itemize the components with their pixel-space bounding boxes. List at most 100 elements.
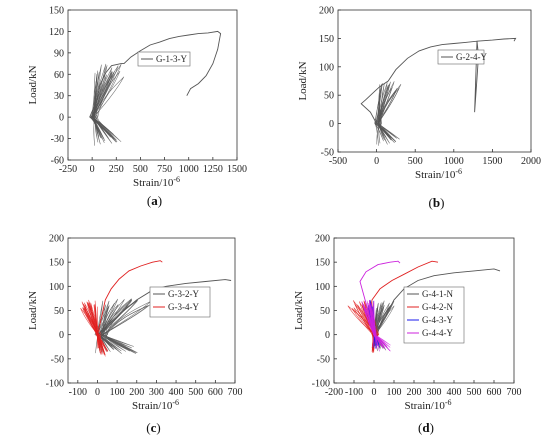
x-tick-label: 200 [129, 387, 144, 398]
hysteresis-loop [93, 72, 96, 146]
x-tick-label: 500 [188, 387, 203, 398]
x-tick-label: 700 [228, 387, 243, 398]
legend-label: G-4-2-N [422, 302, 453, 312]
x-tick-label: 2000 [521, 156, 541, 167]
panel-label: (a) [147, 193, 162, 208]
envelope-line [360, 37, 517, 124]
x-tick-label: 500 [133, 164, 148, 175]
y-tick-label: -50 [317, 354, 330, 365]
legend-label: G-4-1-N [422, 289, 453, 299]
y-tick-label: 100 [315, 282, 330, 293]
x-tick-label: 200 [407, 387, 422, 398]
envelope-line [359, 260, 401, 335]
x-tick-label: 300 [149, 387, 164, 398]
y-tick-label: 120 [49, 27, 64, 38]
y-tick-label: -100 [46, 379, 64, 390]
x-tick-label: 600 [208, 387, 223, 398]
legend-label: G-2-4-Y [456, 52, 487, 62]
x-tick-label: 300 [427, 387, 442, 398]
series-G-3-4-Y [80, 260, 163, 357]
y-tick-label: 150 [315, 258, 330, 269]
hysteresis-loop [376, 84, 402, 140]
legend-box [137, 51, 191, 67]
x-tick-label: 500 [408, 156, 423, 167]
y-tick-label: -60 [51, 156, 64, 167]
y-tick-label: 50 [54, 306, 64, 317]
y-tick-label: 100 [49, 282, 64, 293]
x-tick-label: 0 [372, 387, 377, 398]
x-axis-label: Strain/10-6 [404, 398, 451, 412]
x-tick-label: 600 [487, 387, 502, 398]
x-tick-label: 1000 [444, 156, 464, 167]
panel-label: (d) [418, 420, 434, 435]
legend-box [149, 286, 211, 318]
envelope-line [373, 268, 501, 335]
hysteresis-loop [89, 65, 119, 143]
y-tick-label: 150 [49, 6, 64, 17]
x-tick-label: 1250 [203, 164, 223, 175]
series-G-1-3-Y [89, 30, 222, 146]
y-tick-label: 30 [54, 91, 64, 102]
y-tick-label: 150 [49, 258, 64, 269]
y-tick-label: 150 [319, 34, 334, 45]
envelope-line [91, 30, 222, 118]
chart-panel-c: -100 0 100 200 300 400 500 600 700 -100 -50 0 50 100 1… [27, 234, 243, 436]
legend-label: G-3-2-Y [168, 289, 199, 299]
y-axis-label: Load/kN [27, 65, 39, 104]
legend-box [437, 49, 485, 65]
x-tick-label: 700 [507, 387, 522, 398]
y-tick-label: 0 [59, 330, 64, 341]
legend-label: G-4-4-Y [422, 328, 453, 338]
hysteresis-loop [91, 70, 121, 143]
hysteresis-loop [351, 308, 374, 349]
x-tick-label: 100 [387, 387, 402, 398]
y-tick-label: -30 [51, 134, 64, 145]
x-tick-label: 0 [90, 164, 95, 175]
x-axis-label: Strain/10-6 [132, 398, 179, 412]
series-G-2-4-Y [360, 37, 517, 146]
y-axis-label: Load/kN [293, 291, 305, 330]
legend: G-4-1-N G-4-2-N G-4-3-Y G-4-4-Y [403, 286, 465, 344]
x-tick-label: -100 [345, 387, 363, 398]
x-axis-label: Strain/10-6 [415, 167, 462, 181]
y-tick-label: 200 [315, 234, 330, 245]
y-tick-label: -100 [312, 379, 330, 390]
plot-frame [337, 9, 532, 153]
series-G-4-4-Y [359, 260, 401, 352]
x-tick-label: 0 [95, 387, 100, 398]
legend: G-3-2-Y G-3-4-Y [149, 286, 211, 318]
x-tick-label: 1500 [227, 164, 247, 175]
panel-label: (c) [146, 420, 160, 435]
legend-label: G-3-4-Y [168, 302, 199, 312]
hysteresis-loop [100, 299, 134, 347]
x-tick-label: 1000 [179, 164, 199, 175]
chart-panel-d: -200 -100 0 100 200 300 400 500 600 700 -100 -50 0 50… [293, 234, 522, 436]
hysteresis-loop [101, 300, 152, 353]
y-tick-label: 60 [54, 70, 64, 81]
legend-label: G-4-3-Y [422, 315, 453, 325]
y-tick-label: 100 [319, 62, 334, 73]
x-axis-label: Strain/10-6 [133, 175, 180, 189]
hysteresis-loop [81, 301, 109, 352]
x-tick-label: 0 [374, 156, 379, 167]
y-tick-label: 0 [59, 113, 64, 124]
x-tick-label: 1500 [482, 156, 502, 167]
y-tick-label: 90 [54, 48, 64, 59]
x-tick-label: 250 [109, 164, 124, 175]
x-tick-label: -500 [329, 156, 347, 167]
panel-label: (b) [429, 195, 445, 210]
y-tick-label: 0 [329, 119, 334, 130]
x-tick-label: 400 [447, 387, 462, 398]
y-tick-label: 50 [324, 91, 334, 102]
x-tick-label: 100 [110, 387, 125, 398]
hysteresis-loop [375, 88, 398, 142]
y-tick-label: 200 [49, 234, 64, 245]
y-tick-label: 200 [319, 6, 334, 17]
x-tick-label: 750 [157, 164, 172, 175]
y-tick-label: 0 [325, 330, 330, 341]
y-axis-label: Load/kN [297, 61, 309, 100]
hysteresis-loop [95, 64, 122, 141]
y-axis-label: Load/kN [27, 291, 39, 330]
legend-box [403, 286, 465, 344]
